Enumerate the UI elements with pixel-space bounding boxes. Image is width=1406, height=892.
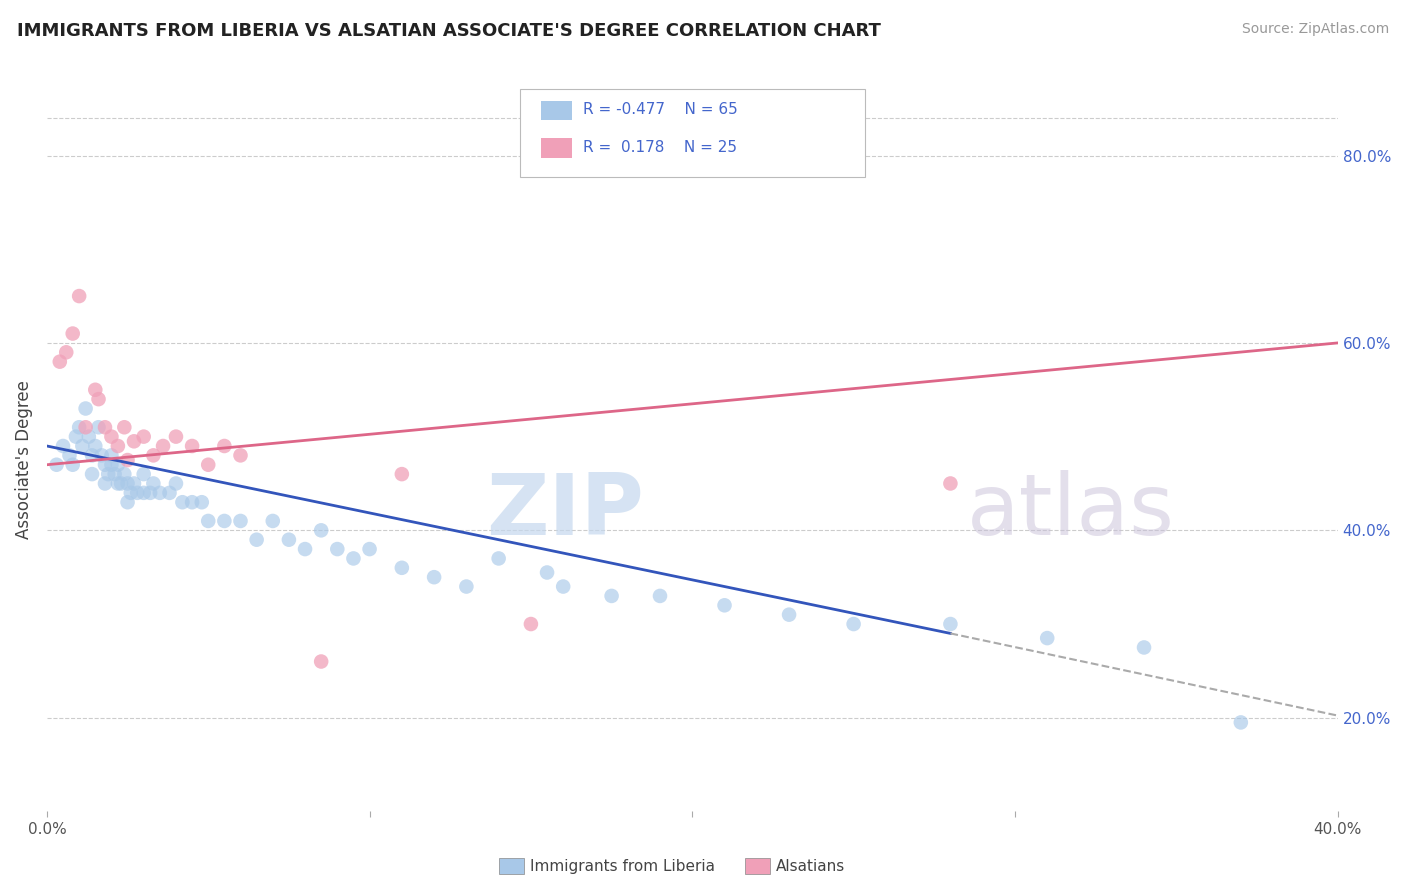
Point	[159, 486, 181, 500]
Point	[97, 467, 120, 482]
Point	[117, 476, 139, 491]
Point	[112, 420, 135, 434]
Point	[117, 495, 139, 509]
Point	[520, 617, 543, 632]
Point	[165, 429, 187, 443]
Point	[94, 476, 117, 491]
Point	[94, 458, 117, 472]
Point	[1133, 640, 1156, 655]
Point	[127, 486, 149, 500]
Point	[67, 420, 90, 434]
Point	[117, 453, 139, 467]
Point	[648, 589, 671, 603]
Point	[58, 449, 80, 463]
Point	[65, 429, 87, 443]
Text: R = -0.477    N = 65: R = -0.477 N = 65	[583, 103, 738, 117]
Point	[62, 326, 84, 341]
Point	[262, 514, 284, 528]
Point	[939, 476, 962, 491]
Point	[181, 495, 204, 509]
Point	[107, 439, 129, 453]
Point	[52, 439, 75, 453]
Point	[67, 289, 90, 303]
Point	[122, 434, 145, 449]
Point	[309, 655, 332, 669]
Point	[132, 467, 155, 482]
Point	[342, 551, 364, 566]
Point	[197, 514, 219, 528]
Point	[713, 599, 735, 613]
Point	[553, 580, 575, 594]
Point	[536, 566, 558, 580]
Point	[110, 476, 132, 491]
Text: Alsatians: Alsatians	[776, 859, 845, 873]
Text: Immigrants from Liberia: Immigrants from Liberia	[530, 859, 716, 873]
Point	[294, 542, 316, 557]
Point	[229, 449, 252, 463]
Y-axis label: Associate's Degree: Associate's Degree	[15, 381, 32, 540]
Point	[120, 486, 142, 500]
Text: atlas: atlas	[966, 470, 1174, 553]
Point	[165, 476, 187, 491]
Point	[229, 514, 252, 528]
Point	[456, 580, 478, 594]
Point	[423, 570, 446, 584]
Point	[214, 514, 236, 528]
Point	[87, 392, 110, 406]
Point	[107, 476, 129, 491]
Text: ZIP: ZIP	[486, 470, 644, 553]
Point	[84, 439, 107, 453]
Point	[172, 495, 194, 509]
Point	[359, 542, 381, 557]
Point	[142, 476, 165, 491]
Point	[100, 449, 122, 463]
Point	[122, 476, 145, 491]
Point	[84, 383, 107, 397]
Point	[778, 607, 800, 622]
Point	[191, 495, 214, 509]
Point	[100, 458, 122, 472]
Point	[326, 542, 349, 557]
Point	[600, 589, 623, 603]
Point	[214, 439, 236, 453]
Point	[197, 458, 219, 472]
Point	[309, 524, 332, 538]
Point	[75, 401, 97, 416]
Text: Source: ZipAtlas.com: Source: ZipAtlas.com	[1241, 22, 1389, 37]
Point	[45, 458, 67, 472]
Point	[246, 533, 269, 547]
Point	[80, 449, 103, 463]
Point	[149, 486, 172, 500]
Point	[49, 354, 72, 368]
Point	[72, 439, 94, 453]
Point	[94, 420, 117, 434]
Point	[132, 429, 155, 443]
Point	[80, 467, 103, 482]
Point	[132, 486, 155, 500]
Text: IMMIGRANTS FROM LIBERIA VS ALSATIAN ASSOCIATE'S DEGREE CORRELATION CHART: IMMIGRANTS FROM LIBERIA VS ALSATIAN ASSO…	[17, 22, 880, 40]
Point	[55, 345, 77, 359]
Point	[391, 467, 413, 482]
Point	[139, 486, 162, 500]
Point	[152, 439, 174, 453]
Point	[77, 429, 100, 443]
Point	[277, 533, 299, 547]
Point	[87, 420, 110, 434]
Point	[104, 467, 127, 482]
Point	[75, 420, 97, 434]
Point	[181, 439, 204, 453]
Point	[488, 551, 510, 566]
Point	[1230, 715, 1253, 730]
Point	[62, 458, 84, 472]
Text: R =  0.178    N = 25: R = 0.178 N = 25	[583, 140, 738, 154]
Point	[842, 617, 865, 632]
Point	[107, 458, 129, 472]
Point	[112, 467, 135, 482]
Point	[100, 429, 122, 443]
Point	[142, 449, 165, 463]
Point	[939, 617, 962, 632]
Point	[1036, 631, 1059, 645]
Point	[391, 561, 413, 575]
Point	[90, 449, 112, 463]
